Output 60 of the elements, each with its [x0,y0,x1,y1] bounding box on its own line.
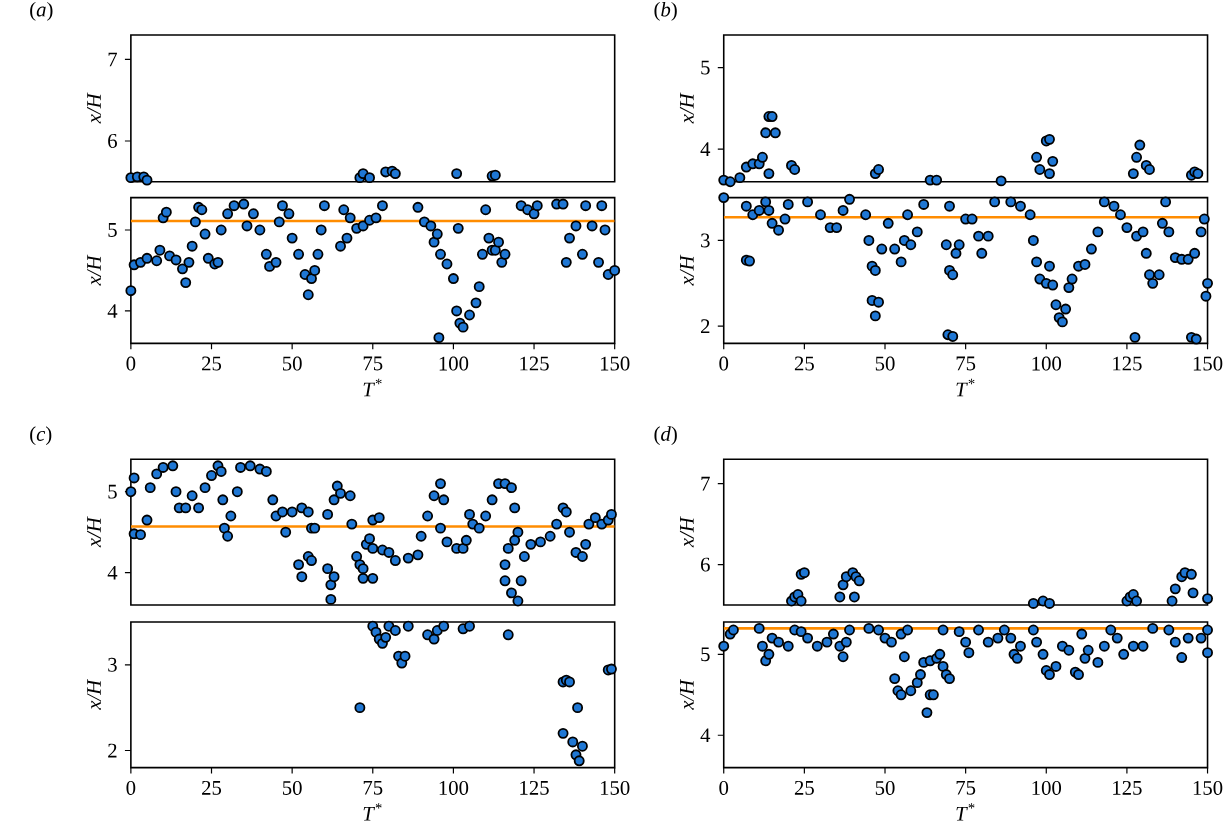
x-tick-label: 75 [363,780,383,795]
y-tick-label: 4 [107,565,118,580]
y-axis-title: x/H [679,516,694,548]
x-tick-label: 75 [956,780,976,795]
x-tick-label: 50 [282,356,302,371]
x-tick-label: 150 [600,780,630,795]
x-tick-label: 100 [439,780,469,795]
y-tick-label: 6 [701,557,710,572]
y-tick-label: 5 [108,484,117,499]
x-tick-label: 125 [520,356,549,371]
x-tick-label: 25 [202,356,222,371]
x-tick-label: 0 [719,356,729,371]
x-tick-label: 50 [282,780,302,795]
y-axis-title: x/H [679,678,694,710]
chart-title: (b) [654,1,677,21]
x-axis-title: T$^{*}$ [956,803,975,821]
x-tick-label: 150 [1193,356,1223,371]
chart-title: (d) [654,426,677,446]
y-tick-label: 3 [701,233,710,248]
x-tick-label: 150 [600,356,630,371]
x-tick-label: 50 [875,356,895,371]
x-tick-label: 100 [1032,780,1062,795]
y-tick-label: 4 [700,728,711,743]
x-tick-label: 25 [202,780,222,795]
y-axis-title: x/H [87,254,101,286]
y-tick-label: 5 [701,647,710,662]
y-tick-label: 7 [701,476,710,491]
x-tick-label: 0 [719,780,729,795]
y-tick-label: 2 [108,743,117,758]
x-tick-label: 25 [794,356,814,371]
y-tick-label: 6 [108,133,117,148]
y-tick-label: 5 [701,60,710,75]
x-tick-label: 100 [439,356,469,371]
y-tick-label: 3 [108,657,117,672]
x-tick-label: 0 [126,780,136,795]
y-axis-title: x/H [87,92,101,124]
y-axis-title: x/H [87,516,101,548]
chart-title: (c) [30,426,52,446]
y-tick-label: 2 [701,319,710,333]
y-axis-title: x/H [679,92,694,124]
x-axis-title: T$^{*}$ [363,378,382,397]
x-tick-label: 150 [1193,780,1223,795]
y-tick-label: 7 [108,52,117,67]
y-tick-label: 5 [108,223,117,237]
x-tick-label: 75 [956,356,976,371]
x-tick-label: 0 [126,356,136,371]
x-axis-title: T$^{*}$ [956,378,975,397]
y-axis-title: x/H [679,254,694,286]
y-tick-label: 4 [700,142,711,156]
y-tick-label: 4 [107,304,118,318]
x-tick-label: 100 [1032,356,1062,371]
x-tick-label: 125 [1113,356,1142,371]
chart-title: (a) [30,1,53,21]
x-tick-label: 125 [520,780,549,795]
x-axis-title: T$^{*}$ [363,803,382,821]
x-tick-label: 25 [794,780,814,795]
x-tick-label: 75 [363,356,383,371]
x-tick-label: 125 [1113,780,1142,795]
y-axis-title: x/H [87,678,101,710]
x-tick-label: 50 [875,780,895,795]
